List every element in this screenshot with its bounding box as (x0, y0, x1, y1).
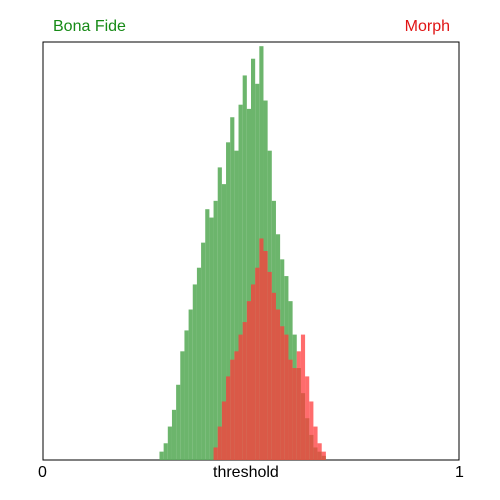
bona-fide-bar-6 (184, 330, 189, 460)
morph-bar-18 (288, 359, 293, 460)
bona-fide-bar-14 (217, 167, 222, 460)
legend-morph: Morph (404, 18, 450, 35)
bona-fide-bar-20 (242, 75, 247, 460)
morph-bar-11 (259, 238, 264, 460)
bona-fide-bar-3 (171, 409, 177, 460)
morph-bar-17 (284, 334, 289, 460)
morph-bar-13 (267, 271, 272, 460)
morph-bar-21 (300, 334, 306, 460)
bona-fide-bar-18 (234, 150, 239, 460)
morph-series (213, 238, 326, 460)
bona-fide-bar-17 (230, 117, 235, 461)
morph-bar-20 (296, 351, 301, 460)
morph-bar-7 (242, 322, 247, 460)
morph-bar-19 (292, 368, 297, 460)
morph-bar-6 (238, 334, 243, 460)
morph-bar-15 (275, 309, 281, 460)
morph-bar-16 (280, 326, 285, 460)
morph-bar-0 (213, 447, 218, 460)
morph-bar-5 (234, 351, 239, 460)
morph-bar-25 (317, 443, 322, 460)
bona-fide-bar-1 (163, 443, 168, 460)
bona-fide-bar-10 (201, 242, 206, 460)
bona-fide-bar-8 (192, 284, 197, 460)
morph-bar-24 (313, 426, 318, 460)
morph-bar-4 (230, 359, 235, 460)
morph-bar-26 (321, 451, 326, 460)
bona-fide-bar-9 (196, 267, 202, 460)
bona-fide-bar-2 (167, 426, 172, 460)
morph-bar-22 (305, 376, 310, 460)
morph-bar-14 (271, 292, 276, 460)
morph-bar-8 (246, 301, 251, 460)
bona-fide-bar-4 (176, 384, 181, 460)
legend-bona-fide: Bona Fide (53, 18, 126, 35)
bona-fide-bar-13 (213, 200, 218, 460)
bona-fide-bar-5 (180, 351, 185, 460)
bona-fide-bar-0 (159, 451, 164, 460)
morph-bar-1 (217, 426, 222, 460)
morph-bar-3 (226, 376, 231, 460)
bona-fide-bar-7 (188, 309, 193, 460)
bona-fide-bar-16 (226, 142, 231, 460)
x-tick-min: 0 (38, 464, 47, 481)
bona-fide-bar-21 (246, 108, 251, 460)
bona-fide-bar-19 (238, 104, 243, 460)
morph-bar-12 (263, 251, 268, 460)
morph-bar-10 (255, 267, 260, 460)
bona-fide-bar-12 (209, 217, 214, 460)
x-tick-max: 1 (455, 464, 464, 481)
x-axis-label: threshold (213, 464, 279, 481)
bona-fide-bar-15 (221, 184, 227, 460)
bona-fide-bar-11 (205, 209, 210, 460)
morph-bar-2 (221, 401, 227, 460)
bona-fide-bar-22 (251, 58, 256, 460)
morph-bar-9 (251, 284, 256, 460)
morph-bar-23 (309, 401, 314, 460)
